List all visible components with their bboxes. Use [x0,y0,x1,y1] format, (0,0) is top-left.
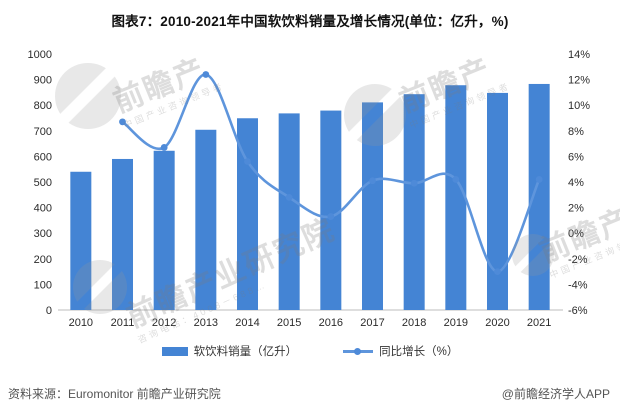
left-axis-tick: 200 [34,254,52,266]
chart-title: 图表7：2010-2021年中国软饮料销量及增长情况(单位：亿升，%) [111,14,509,29]
legend-line-swatch [343,347,374,356]
bar-2018 [403,94,425,310]
left-axis-tick: 100 [34,279,52,291]
line-point-2019 [452,176,460,183]
legend-line-label: 同比增长（%） [379,346,459,358]
bar-2017 [362,102,383,310]
x-axis-label-2013: 2013 [194,317,218,329]
bar-2012 [153,150,175,310]
line-point-2018 [410,179,418,187]
line-point-2012 [160,144,168,151]
x-axis-label-2011: 2011 [111,317,135,329]
bar-2011 [112,158,133,310]
line-point-2015 [285,193,293,201]
line-point-2017 [369,177,376,185]
legend-item-sales: 软饮料销量（亿升） [161,343,298,359]
right-axis-tick: -2% [568,254,588,266]
x-axis-label-2021: 2021 [527,317,551,329]
right-axis-tick: 0% [568,228,584,240]
line-point-2016 [327,213,335,220]
left-axis-tick: 600 [34,151,52,163]
right-axis-tick: -6% [568,305,588,317]
left-axis-tick: 700 [34,126,52,138]
right-axis-tick: 14% [568,49,590,61]
bar-2010 [70,171,92,310]
bar-2020 [487,92,508,310]
x-axis-label-2015: 2015 [277,317,301,329]
right-axis-tick: 12% [568,75,590,87]
line-point-2013 [202,71,210,78]
x-axis-label-2018: 2018 [402,317,426,329]
x-axis-label-2017: 2017 [360,317,384,329]
right-axis-tick: 10% [568,100,590,112]
right-axis-tick: 4% [568,177,584,189]
footer: 资料来源：Euromonitor 前瞻产业研究院 @前瞻经济学人APP [0,385,620,402]
source-text: 资料来源：Euromonitor 前瞻产业研究院 [8,387,221,401]
legend-bar-label: 软饮料销量（亿升） [193,346,298,358]
legend: 软饮料销量（亿升） 同比增长（%） [0,343,620,359]
combo-chart: 0 100 200 300 400 500 600 700 800 900 1000 -6% -4% -2… [28,49,591,329]
left-axis-tick: 300 [34,228,52,240]
line-point-2020 [494,268,501,275]
credit-text: @前瞻经济学人APP [501,387,610,401]
legend-line-dot [354,347,362,355]
left-axis-tick: 800 [34,100,52,112]
bar-2013 [195,129,217,310]
bar-2016 [320,110,342,311]
right-axis-tick: 6% [568,151,584,163]
line-point-2014 [244,158,251,165]
left-axis-tick: 1000 [28,49,52,61]
x-axis-label-2020: 2020 [485,317,509,329]
x-axis-label-2010: 2010 [69,317,93,329]
right-axis-tick: 2% [568,203,584,215]
line-point-2021 [535,176,543,183]
x-axis-label-2016: 2016 [319,317,343,329]
right-axis-tick: -4% [568,279,588,291]
bar-2015 [278,113,300,310]
bar-2019 [445,85,467,310]
left-axis-tick: 500 [34,177,52,189]
bar-2021 [528,83,550,310]
x-axis-label-2012: 2012 [152,317,176,329]
right-axis-tick: 8% [568,126,584,138]
line-point-2011 [119,118,126,126]
legend-bar-swatch [161,346,188,356]
left-axis-tick: 0 [46,305,52,317]
x-axis-label-2014: 2014 [235,317,259,329]
bar-2014 [237,118,258,310]
legend-item-growth: 同比增长（%） [343,343,458,359]
x-axis-label-2019: 2019 [444,317,468,329]
left-axis-tick: 900 [34,75,52,87]
left-axis-tick: 400 [34,203,52,215]
